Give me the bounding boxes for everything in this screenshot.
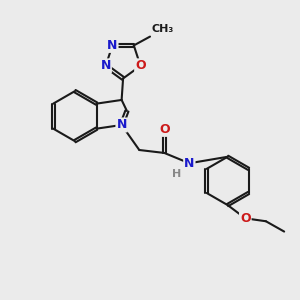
Text: O: O (240, 212, 250, 225)
Text: N: N (107, 39, 118, 52)
Text: N: N (100, 59, 111, 72)
Text: N: N (116, 118, 127, 131)
Text: CH₃: CH₃ (152, 24, 174, 34)
Text: N: N (184, 157, 194, 170)
Text: H: H (172, 169, 182, 179)
Text: O: O (159, 123, 169, 136)
Text: O: O (135, 59, 146, 72)
